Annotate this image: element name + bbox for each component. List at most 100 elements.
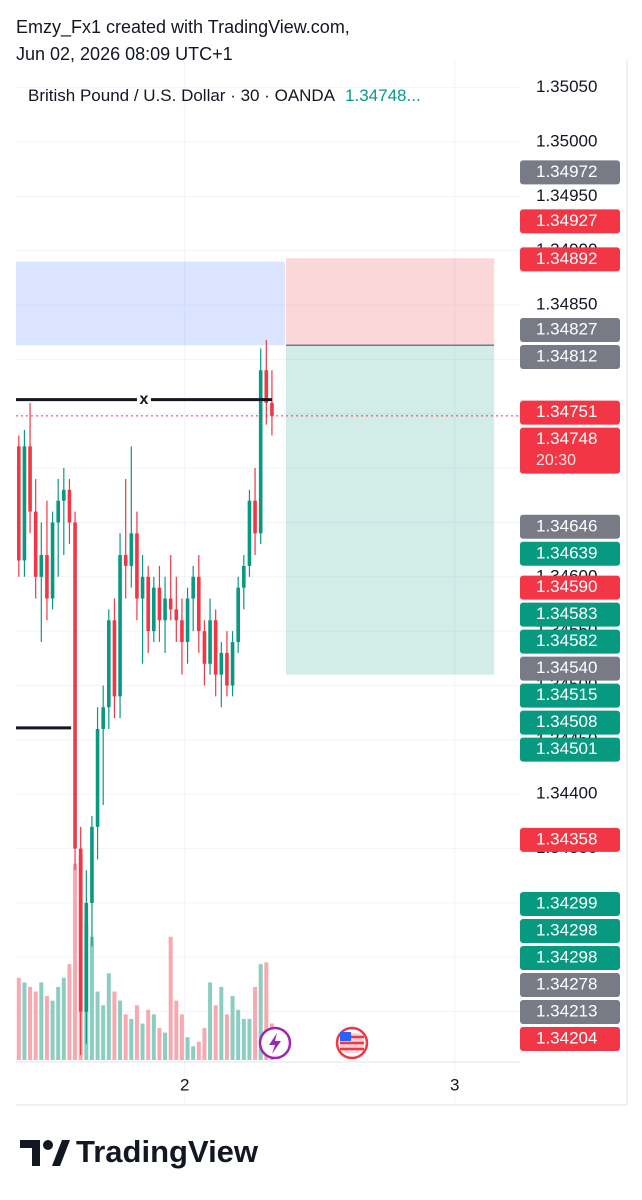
candle-body <box>90 826 94 903</box>
candle-body <box>253 500 257 534</box>
volume-bar <box>123 1014 128 1060</box>
volume-bar <box>50 1000 55 1060</box>
price-badge <box>520 737 620 762</box>
volume-bar <box>146 1009 151 1060</box>
candle-body <box>67 489 72 523</box>
volume-bar <box>174 1000 179 1060</box>
volume-bar <box>67 964 72 1060</box>
volume-bar <box>224 1014 229 1060</box>
candle-body <box>22 446 27 561</box>
price-badge-label: 1.34298 <box>536 920 597 939</box>
candle-body <box>191 576 195 599</box>
candle-body <box>118 555 122 697</box>
candle-body <box>146 576 150 632</box>
volume-bar <box>16 977 21 1060</box>
candle-body <box>219 652 224 675</box>
candle-body <box>56 500 60 523</box>
volume-bar <box>230 996 235 1060</box>
candle-body <box>197 576 201 632</box>
price-badge-label: 1.34582 <box>536 631 597 650</box>
price-badge-label: 1.34972 <box>536 162 597 181</box>
y-tick-label: 1.34400 <box>536 784 597 803</box>
volume-bar <box>247 1018 252 1060</box>
price-badge-label: 1.34639 <box>536 543 597 562</box>
volume-bar <box>213 1005 218 1060</box>
volume-bar <box>44 996 49 1060</box>
volume-bar <box>112 991 117 1060</box>
candle-body <box>112 620 117 697</box>
y-tick-label: 1.34850 <box>536 295 597 314</box>
candle-body <box>95 728 100 827</box>
candle-body <box>152 587 156 632</box>
price-badge-label: 1.34540 <box>536 658 597 677</box>
author-line: Emzy_Fx1 created with TradingView.com, <box>16 17 350 38</box>
price-badge-label: 1.34501 <box>536 739 597 758</box>
volume-bar <box>73 863 78 1060</box>
price-badge <box>520 602 620 627</box>
us-event-icon[interactable] <box>335 1026 369 1060</box>
price-badge <box>520 656 620 681</box>
candle-body <box>225 652 229 686</box>
candle-body <box>50 522 55 599</box>
candle-body <box>230 642 235 686</box>
price-badge <box>520 209 620 234</box>
price-badge <box>520 1000 620 1025</box>
price-badge-label: 1.34827 <box>536 320 597 339</box>
price-badge <box>520 710 620 735</box>
price-badge-label: 1.34583 <box>536 604 597 623</box>
legend: British Pound / U.S. Dollar · 30 · OANDA… <box>28 86 421 105</box>
candle-body <box>163 598 167 621</box>
candle-body <box>84 902 89 1012</box>
candle-body <box>258 370 263 534</box>
price-badge-label: 1.34213 <box>536 1001 597 1020</box>
candle-body <box>208 620 212 664</box>
candle-body <box>17 446 21 561</box>
volume-bar <box>95 991 100 1060</box>
price-badge-label: 1.34892 <box>536 249 597 268</box>
candle-body <box>39 555 44 577</box>
price-badge <box>520 892 620 917</box>
x-tick-label: 3 <box>450 1075 459 1094</box>
price-badge-label: 1.34299 <box>536 893 597 912</box>
price-badge <box>520 400 620 425</box>
price-badge <box>520 427 620 474</box>
candle-body <box>185 598 190 643</box>
volume-bar <box>236 1009 241 1060</box>
volume-bar <box>179 1014 184 1060</box>
price-badge <box>520 919 620 944</box>
volume-bar <box>33 991 38 1060</box>
volume-bar <box>101 1005 106 1060</box>
candle-body <box>242 565 246 588</box>
logo-dot <box>43 1140 53 1150</box>
event-icon[interactable] <box>258 1026 292 1060</box>
volume-bar <box>196 1041 201 1060</box>
candle-body <box>202 631 207 664</box>
candle-body <box>157 587 162 621</box>
candle-body <box>123 555 128 566</box>
price-badge <box>520 973 620 998</box>
volume-bar <box>191 1046 196 1060</box>
price-badge-label: 1.34298 <box>536 947 597 966</box>
y-tick-label: 1.35050 <box>536 77 597 96</box>
candle-body <box>101 707 105 729</box>
candle-body <box>28 446 32 512</box>
price-badge-label: 1.34278 <box>536 974 597 993</box>
volume-bar <box>39 982 44 1060</box>
candle-body <box>73 522 77 849</box>
price-badge-label: 1.34927 <box>536 211 597 230</box>
flag-canton <box>340 1032 351 1041</box>
volume-bar <box>202 1028 207 1060</box>
price-badge-label: 1.34812 <box>536 347 597 366</box>
price-badge-label: 1.34515 <box>536 685 597 704</box>
volume-bar <box>168 936 173 1060</box>
target-area <box>286 345 495 675</box>
candle-body <box>168 598 173 610</box>
price-badge <box>520 318 620 343</box>
brand-logo: TradingView <box>20 1134 259 1169</box>
zone <box>16 261 285 346</box>
volume-bar <box>140 1023 145 1060</box>
lightning[interactable] <box>269 1033 281 1054</box>
timestamp: Jun 02, 2026 08:09 UTC+1 <box>16 44 233 64</box>
legend-symbol: British Pound / U.S. Dollar · 30 · OANDA <box>28 86 336 105</box>
grid <box>16 60 520 1105</box>
